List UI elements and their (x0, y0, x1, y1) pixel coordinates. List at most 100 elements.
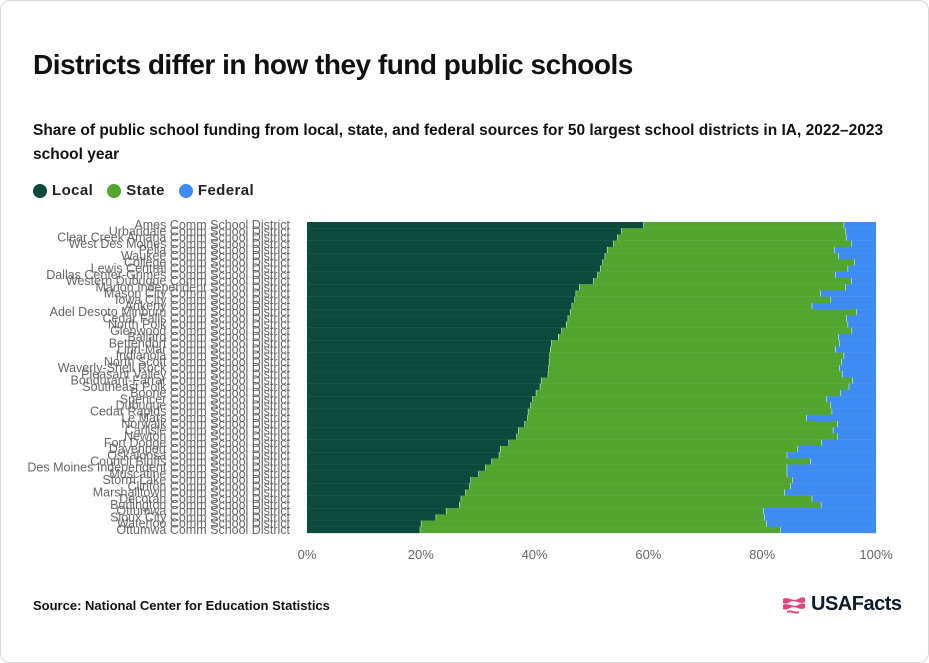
bar-local-27 (307, 389, 537, 397)
bar-federal-6 (854, 259, 876, 266)
bar-state-23 (548, 365, 840, 372)
bar-federal-35 (821, 439, 877, 447)
legend-label-state: State (126, 182, 165, 199)
bar-local-49 (307, 526, 421, 534)
legend-label-federal: Federal (197, 182, 255, 199)
bar-local-21 (307, 352, 550, 359)
bar-state-35 (509, 439, 822, 447)
bar-local-4 (307, 246, 608, 254)
category-label: Indianola Comm School District (116, 349, 291, 363)
bar-local-16 (307, 321, 567, 328)
bar-federal-34 (837, 433, 876, 440)
bar-local-19 (307, 340, 552, 347)
usafacts-logo: USAFacts (781, 593, 902, 616)
category-label: Sioux City Comm School District (110, 510, 290, 524)
legend-swatch-federal (178, 183, 193, 198)
bar-local-35 (307, 439, 509, 447)
category-label: Adel Desoto Minburn Comm School District (50, 305, 291, 319)
source-note: Source: National Center for Education St… (33, 598, 330, 613)
category-label: Des Moines Independent Comm School Distr… (27, 461, 290, 475)
bar-local-12 (307, 296, 575, 304)
bar-local-44 (307, 495, 462, 503)
category-label: Boone Comm School District (130, 386, 290, 400)
bar-state-22 (549, 358, 842, 366)
bar-state-15 (568, 315, 847, 322)
category-label: Oskaloosa Comm School District (107, 448, 290, 462)
bar-local-9 (307, 277, 594, 285)
bar-federal-23 (839, 365, 876, 372)
category-label: Waterloo Comm School District (117, 517, 291, 531)
bar-state-31 (527, 414, 807, 422)
bar-state-34 (516, 433, 838, 440)
bar-local-2 (307, 234, 618, 241)
bar-state-7 (600, 265, 849, 272)
bar-federal-10 (845, 284, 876, 291)
category-label: Mason City Comm School District (104, 287, 291, 301)
category-label: Marion Independent School District (95, 280, 290, 294)
bar-local-29 (307, 402, 531, 409)
bar-federal-4 (834, 246, 876, 254)
bar-local-41 (307, 477, 471, 484)
category-label: Pella Comm School District (139, 243, 291, 257)
category-label: Waverly-Shell Rock Comm School District (58, 361, 291, 375)
legend-label-local: Local (52, 182, 94, 199)
bar-state-24 (548, 371, 843, 378)
bar-local-42 (307, 483, 470, 490)
category-label: Carlisle Comm School District (125, 423, 291, 437)
bar-local-13 (307, 302, 573, 310)
bar-federal-17 (852, 327, 876, 335)
bar-state-33 (518, 427, 834, 434)
bar-federal-13 (812, 302, 876, 310)
bar-local-46 (307, 508, 447, 515)
bar-federal-11 (820, 290, 876, 297)
bar-local-37 (307, 452, 500, 459)
category-label: Burlington Comm School District (110, 498, 290, 512)
bar-federal-49 (780, 526, 876, 534)
bar-local-5 (307, 253, 606, 260)
bar-local-43 (307, 489, 466, 496)
bar-federal-39 (787, 464, 876, 471)
bar-local-18 (307, 333, 559, 341)
bar-federal-33 (833, 427, 877, 434)
bar-state-4 (607, 246, 835, 254)
bar-state-40 (478, 470, 788, 478)
bar-state-19 (551, 340, 840, 347)
bar-federal-16 (848, 321, 876, 328)
category-label: Decorah Comm School District (119, 492, 290, 506)
category-label: Cedar Falls Comm School District (102, 311, 290, 325)
bar-federal-26 (849, 383, 876, 391)
bar-state-32 (524, 421, 838, 428)
category-label: Southeast Polk Comm School District (82, 380, 290, 394)
category-label: Clear Creek Amana Comm School District (57, 231, 290, 245)
bar-state-21 (549, 352, 845, 359)
bar-state-13 (572, 302, 813, 310)
category-label: Pleasant Valley Comm School District (81, 367, 290, 381)
category-label: Lewis Central Comm School District (91, 262, 291, 276)
category-label: North Polk Comm School District (108, 318, 291, 332)
category-label: Cedar Rapids Comm School District (90, 405, 291, 419)
category-label: Storm Lake Comm School District (102, 473, 290, 487)
category-label: Western Dubuque Comm School District (66, 274, 291, 288)
category-label: West Des Moines Comm School District (69, 237, 291, 251)
bar-federal-5 (839, 253, 876, 260)
category-label: College Comm School District (124, 255, 291, 269)
bar-federal-15 (846, 315, 876, 322)
category-label: Le Mars Comm School District (121, 411, 290, 425)
legend-swatch-local (33, 183, 47, 198)
category-label: Davenport Comm School District (109, 442, 291, 456)
bar-state-0 (643, 222, 845, 229)
bar-state-45 (459, 501, 822, 509)
bar-local-20 (307, 346, 551, 353)
legend-item-local: Local (33, 182, 93, 199)
bar-local-1 (307, 228, 622, 235)
bar-federal-41 (792, 477, 876, 484)
bar-federal-18 (839, 333, 876, 341)
bar-local-6 (307, 259, 603, 266)
category-label: Iowa City Comm School District (115, 293, 291, 307)
x-tick-label: 100% (859, 547, 893, 562)
bar-state-11 (576, 290, 821, 297)
bar-federal-22 (841, 358, 876, 366)
bar-local-7 (307, 265, 601, 272)
